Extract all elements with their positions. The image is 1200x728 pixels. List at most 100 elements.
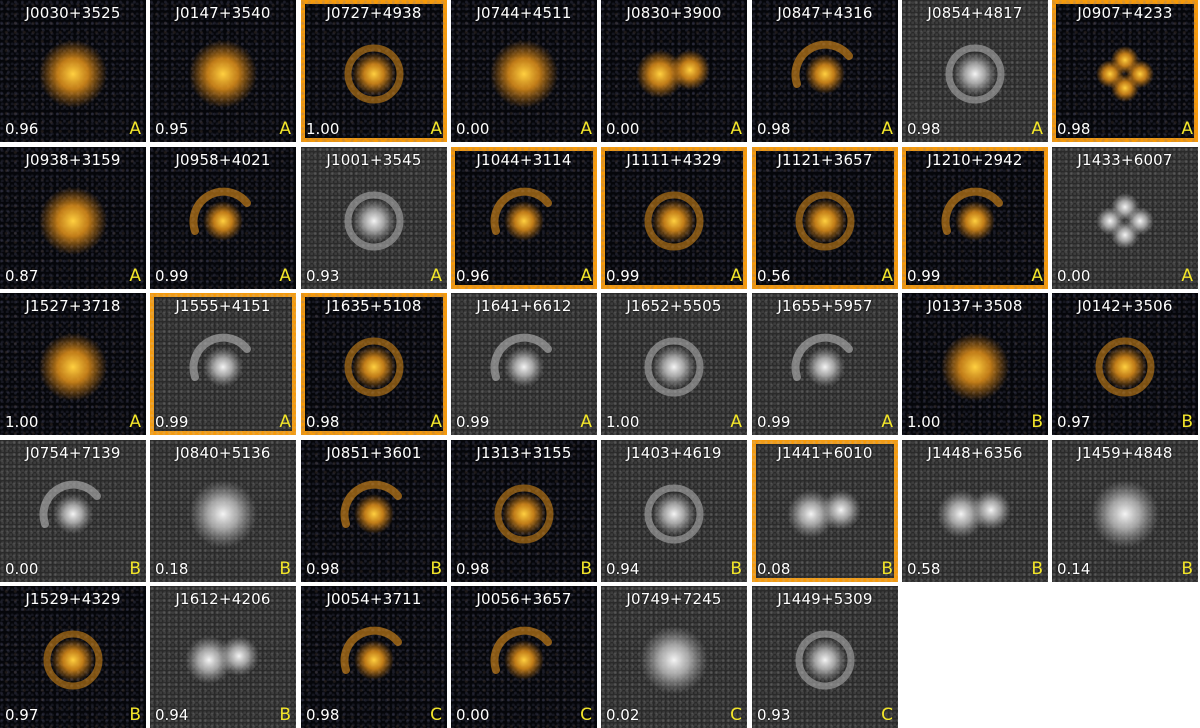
- grade-label: A: [279, 412, 291, 432]
- grade-label: A: [730, 119, 742, 139]
- object-name: J0137+3508: [927, 297, 1023, 315]
- grade-label: A: [129, 119, 141, 139]
- galaxy-image: [490, 626, 552, 680]
- galaxy-image: [185, 636, 259, 684]
- object-name: J0840+5136: [175, 444, 271, 462]
- score-label: 0.98: [1057, 120, 1091, 138]
- score-label: 0.98: [907, 120, 941, 138]
- object-name: J1635+5108: [326, 297, 422, 315]
- object-name: J0147+3540: [175, 4, 271, 22]
- grade-label: C: [730, 705, 742, 725]
- galaxy-image: [787, 490, 861, 538]
- grade-label: C: [881, 705, 893, 725]
- galaxy-image: [1091, 480, 1159, 548]
- grade-label: A: [1031, 266, 1043, 286]
- galaxy-image: [791, 40, 853, 94]
- score-label: 0.87: [5, 267, 39, 285]
- object-name: J1655+5957: [777, 297, 873, 315]
- object-name: J1313+3155: [476, 444, 572, 462]
- score-label: 0.96: [456, 267, 490, 285]
- object-name: J0851+3601: [326, 444, 422, 462]
- score-label: 0.96: [5, 120, 39, 138]
- lens-candidate-tile: J0147+3540 0.95 A: [150, 0, 296, 142]
- lens-candidate-tile: J0854+4817 0.98 A: [902, 0, 1048, 142]
- score-label: 0.93: [757, 706, 791, 724]
- lens-candidate-tile: J1612+4206 0.94 B: [150, 586, 296, 728]
- score-label: 0.99: [757, 413, 791, 431]
- grade-label: A: [430, 412, 442, 432]
- score-label: 0.18: [155, 560, 189, 578]
- grade-label: B: [580, 559, 592, 579]
- grade-label: B: [1031, 559, 1043, 579]
- lens-candidate-tile: J0137+3508 1.00 B: [902, 293, 1048, 435]
- score-label: 0.14: [1057, 560, 1091, 578]
- galaxy-image: [189, 187, 251, 241]
- galaxy-image: [644, 191, 704, 251]
- galaxy-image: [340, 626, 402, 680]
- lens-candidate-tile: J0030+3525 0.96 A: [0, 0, 146, 142]
- lens-candidate-tile: J0907+4233 0.98 A: [1052, 0, 1198, 142]
- score-label: 0.94: [155, 706, 189, 724]
- galaxy-image: [941, 187, 1003, 241]
- lens-candidate-tile: J0830+3900 0.00 A: [601, 0, 747, 142]
- grade-label: A: [430, 119, 442, 139]
- lens-candidate-tile: J0754+7139 0.00 B: [0, 440, 146, 582]
- galaxy-image: [937, 490, 1011, 538]
- lens-candidate-tile: J1044+3114 0.96 A: [451, 147, 597, 289]
- grade-label: A: [730, 266, 742, 286]
- score-label: 0.00: [606, 120, 640, 138]
- grade-label: B: [129, 559, 141, 579]
- galaxy-image: [636, 50, 710, 98]
- object-name: J0830+3900: [626, 4, 722, 22]
- galaxy-image: [340, 480, 402, 534]
- object-name: J1441+6010: [777, 444, 873, 462]
- score-label: 0.58: [907, 560, 941, 578]
- object-name: J0142+3506: [1077, 297, 1173, 315]
- galaxy-image: [490, 40, 558, 108]
- galaxy-image: [1096, 193, 1154, 249]
- lens-candidate-tile: J1121+3657 0.56 A: [752, 147, 898, 289]
- lens-candidate-tile: J0958+4021 0.99 A: [150, 147, 296, 289]
- score-label: 1.00: [5, 413, 39, 431]
- grade-label: B: [1181, 559, 1193, 579]
- galaxy-image: [494, 484, 554, 544]
- grade-label: B: [881, 559, 893, 579]
- galaxy-image: [189, 333, 251, 387]
- galaxy-image: [43, 630, 103, 690]
- lens-candidate-tile: J1111+4329 0.99 A: [601, 147, 747, 289]
- object-name: J1403+4619: [626, 444, 722, 462]
- object-name: J0754+7139: [25, 444, 121, 462]
- lens-candidate-tile: J1529+4329 0.97 B: [0, 586, 146, 728]
- galaxy-image: [344, 337, 404, 397]
- lens-candidate-tile: J1655+5957 0.99 A: [752, 293, 898, 435]
- lens-candidate-tile: J1433+6007 0.00 A: [1052, 147, 1198, 289]
- score-label: 0.99: [155, 267, 189, 285]
- grade-label: A: [1181, 266, 1193, 286]
- score-label: 0.98: [456, 560, 490, 578]
- lens-candidate-tile: J1210+2942 0.99 A: [902, 147, 1048, 289]
- object-name: J1652+5505: [626, 297, 722, 315]
- grade-label: A: [129, 412, 141, 432]
- galaxy-image: [189, 480, 257, 548]
- grade-label: B: [730, 559, 742, 579]
- lens-candidate-tile: J1441+6010 0.08 B: [752, 440, 898, 582]
- object-name: J0938+3159: [25, 151, 121, 169]
- object-name: J1121+3657: [777, 151, 873, 169]
- score-label: 0.99: [606, 267, 640, 285]
- score-label: 0.00: [456, 706, 490, 724]
- score-label: 0.97: [1057, 413, 1091, 431]
- object-name: J1555+4151: [175, 297, 271, 315]
- object-name: J1433+6007: [1077, 151, 1173, 169]
- object-name: J1527+3718: [25, 297, 121, 315]
- lens-candidate-tile: J0142+3506 0.97 B: [1052, 293, 1198, 435]
- score-label: 0.98: [306, 706, 340, 724]
- lens-candidate-tile: J1001+3545 0.93 A: [301, 147, 447, 289]
- grade-label: A: [129, 266, 141, 286]
- object-name: J0054+3711: [326, 590, 422, 608]
- grade-label: A: [881, 119, 893, 139]
- score-label: 1.00: [606, 413, 640, 431]
- object-name: J0907+4233: [1077, 4, 1173, 22]
- galaxy-image: [39, 187, 107, 255]
- galaxy-image: [490, 333, 552, 387]
- score-label: 0.99: [456, 413, 490, 431]
